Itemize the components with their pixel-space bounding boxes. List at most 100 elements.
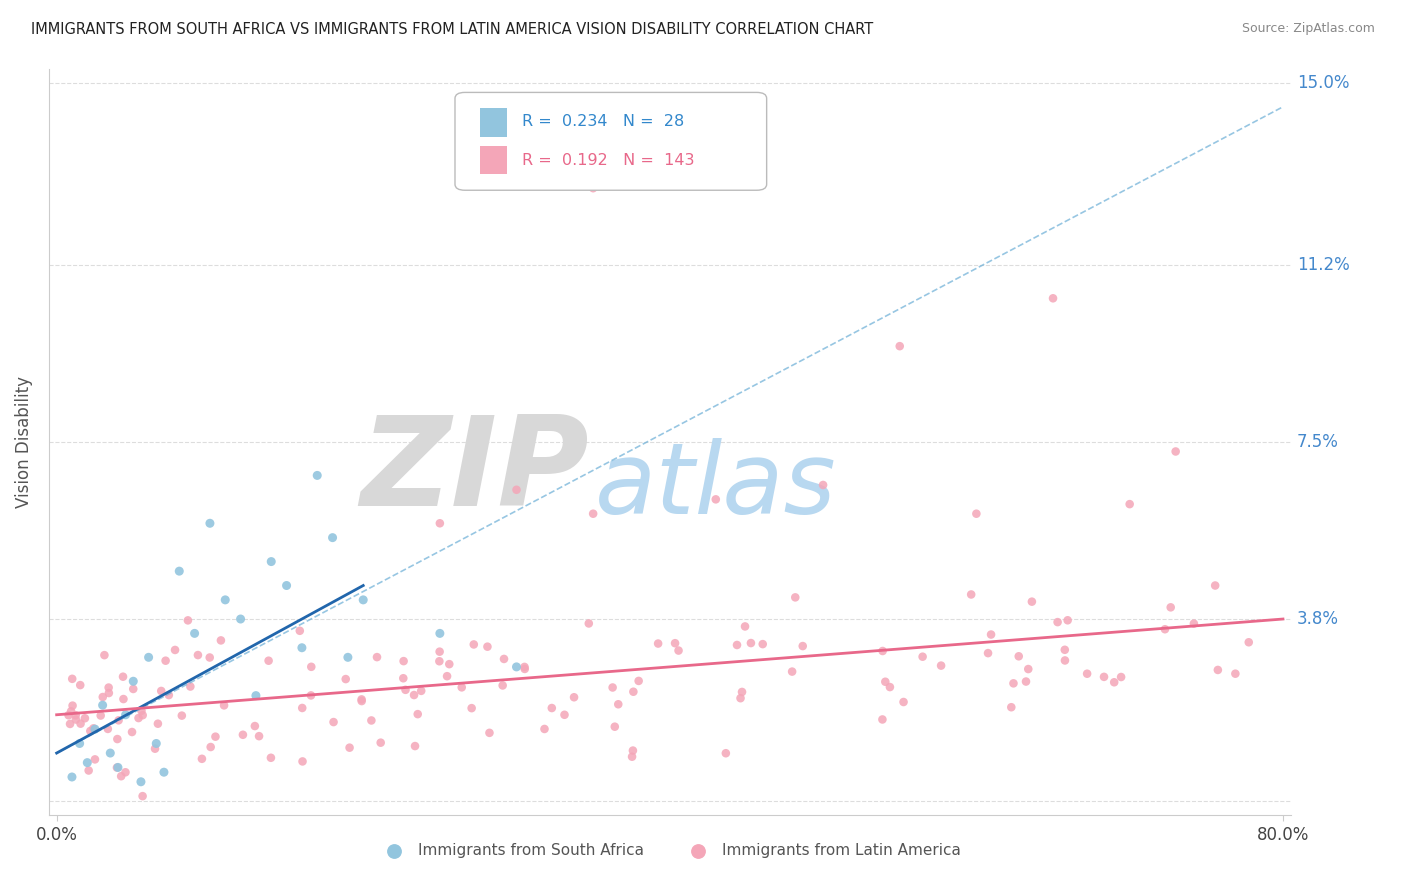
Point [1154,622,1177,636]
Point [260,751,283,765]
Point [209,633,232,648]
Point [260,555,283,569]
Point [734,619,756,633]
Point [291,640,314,655]
Point [889,339,911,353]
Text: 7.5%: 7.5% [1296,433,1339,450]
Point [97,681,120,695]
Point [463,637,485,651]
Point [90,708,112,723]
Point [911,649,934,664]
Point [621,684,644,698]
Point [540,701,562,715]
Point [69,736,91,750]
Point [84,752,107,766]
Point [553,707,575,722]
Point [232,728,254,742]
Text: R =  0.192   N =  143: R = 0.192 N = 143 [522,153,695,169]
Point [731,685,754,699]
Point [69,678,91,692]
Point [65,708,87,723]
Point [1021,595,1043,609]
Point [1118,497,1140,511]
Point [477,640,499,654]
Y-axis label: Vision Disability: Vision Disability [15,376,32,508]
Point [105,761,128,775]
Point [603,720,626,734]
Point [183,626,205,640]
Point [513,662,536,676]
Point [73,711,96,725]
Point [247,729,270,743]
Point [307,468,329,483]
Point [505,483,527,497]
Point [392,654,415,668]
Point [1160,600,1182,615]
Point [60,770,83,784]
Point [1053,642,1076,657]
Bar [479,109,508,136]
Point [153,765,176,780]
Text: R =  0.234   N =  28: R = 0.234 N = 28 [522,114,685,129]
Point [214,593,236,607]
Point [93,648,115,662]
Point [143,741,166,756]
Point [929,658,952,673]
Point [562,690,585,705]
Point [257,654,280,668]
Text: atlas: atlas [595,438,837,535]
Point [245,689,267,703]
Point [1225,666,1247,681]
Point [1182,616,1205,631]
Point [129,774,152,789]
Point [1053,653,1076,667]
Point [339,740,361,755]
Point [429,626,451,640]
Point [578,616,600,631]
Point [60,704,83,718]
Point [1109,670,1132,684]
Point [429,645,451,659]
Point [1056,613,1078,627]
Point [427,654,450,668]
Point [243,719,266,733]
Point [792,639,814,653]
Point [366,650,388,665]
Point [82,722,104,736]
Point [582,181,605,195]
Point [582,507,605,521]
Point [647,636,669,650]
Point [668,643,690,657]
Point [91,698,114,713]
Point [872,644,894,658]
Point [394,682,416,697]
Point [879,680,901,694]
Point [165,643,187,657]
Point [607,698,630,712]
Text: 11.2%: 11.2% [1296,256,1350,274]
Point [872,713,894,727]
Point [980,627,1002,641]
Text: 3.8%: 3.8% [1296,610,1339,628]
Point [429,516,451,531]
Point [740,636,762,650]
Point [436,669,458,683]
Point [146,716,169,731]
Point [350,694,373,708]
Point [187,648,209,662]
Point [155,654,177,668]
Point [1015,674,1038,689]
Point [138,650,160,665]
Point [875,674,897,689]
Point [1046,615,1069,629]
Point [627,673,650,688]
Point [107,714,129,728]
Point [404,739,426,753]
Point [751,637,773,651]
Point [98,746,121,760]
Point [1102,675,1125,690]
Point [198,650,221,665]
Point [780,665,803,679]
Point [725,638,748,652]
Point [112,692,135,706]
